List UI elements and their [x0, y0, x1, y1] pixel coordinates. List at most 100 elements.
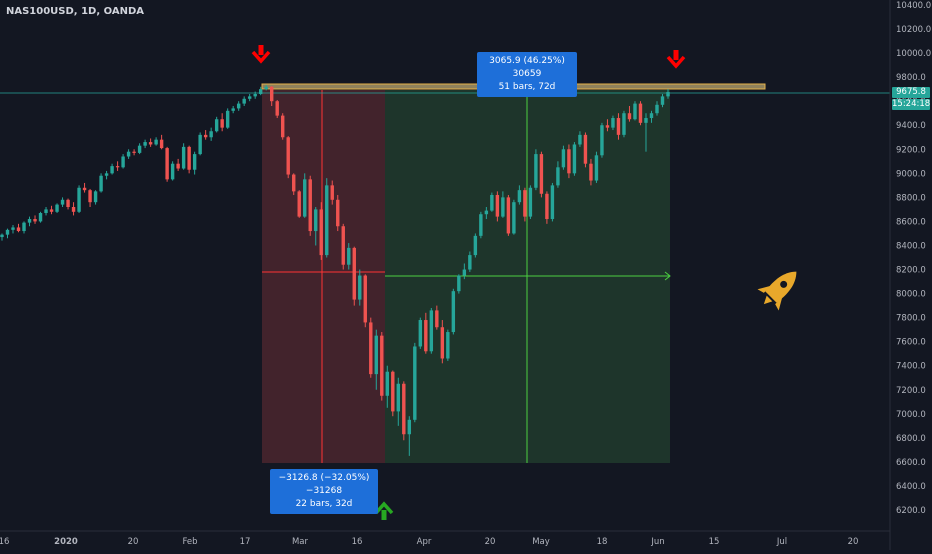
candle[interactable]: [347, 243, 351, 270]
candle[interactable]: [611, 115, 615, 131]
candle[interactable]: [457, 274, 461, 294]
candle[interactable]: [258, 86, 263, 96]
candle[interactable]: [660, 93, 665, 108]
candle[interactable]: [214, 116, 219, 133]
candle[interactable]: [44, 207, 48, 216]
candle[interactable]: [418, 317, 423, 349]
candle[interactable]: [649, 110, 654, 123]
candle[interactable]: [5, 228, 10, 239]
candle[interactable]: [247, 93, 252, 102]
candle[interactable]: [319, 202, 323, 260]
candle[interactable]: [446, 329, 450, 361]
candle[interactable]: [159, 134, 164, 150]
candle[interactable]: [407, 416, 412, 456]
candle[interactable]: [88, 188, 92, 207]
candle[interactable]: [281, 113, 285, 140]
candle[interactable]: [187, 145, 191, 174]
candle[interactable]: [220, 113, 224, 132]
candle[interactable]: [616, 113, 621, 140]
candle[interactable]: [528, 185, 533, 220]
candle[interactable]: [341, 223, 345, 270]
candle[interactable]: [170, 161, 175, 181]
candle[interactable]: [165, 146, 169, 182]
candle[interactable]: [369, 317, 373, 378]
candle[interactable]: [473, 233, 478, 258]
candle[interactable]: [479, 211, 483, 239]
candle[interactable]: [391, 370, 395, 417]
candle[interactable]: [638, 101, 643, 126]
candle[interactable]: [253, 91, 257, 99]
candle[interactable]: [413, 342, 417, 423]
candle[interactable]: [655, 101, 659, 116]
candle[interactable]: [605, 119, 610, 132]
candle[interactable]: [303, 173, 307, 218]
candle[interactable]: [380, 332, 384, 401]
candle[interactable]: [402, 381, 406, 441]
candle[interactable]: [633, 101, 637, 121]
candle[interactable]: [385, 365, 389, 408]
candle[interactable]: [451, 288, 456, 335]
candle[interactable]: [583, 132, 588, 168]
candle[interactable]: [484, 207, 489, 220]
last-price-tag[interactable]: 9675.8: [892, 87, 930, 98]
candle[interactable]: [148, 138, 153, 147]
candle[interactable]: [33, 215, 37, 224]
candle[interactable]: [495, 191, 500, 222]
candle[interactable]: [176, 158, 180, 171]
candle[interactable]: [198, 132, 202, 156]
candle[interactable]: [22, 221, 26, 234]
candle[interactable]: [38, 211, 43, 223]
candle[interactable]: [363, 274, 367, 328]
candle[interactable]: [666, 89, 670, 99]
candle[interactable]: [66, 198, 70, 210]
time-axis[interactable]: 16 2020 20 Feb 17 Mar 16 Apr 20 May 18 Jun 15 Jul 20: [0, 537, 858, 547]
candle[interactable]: [0, 233, 4, 241]
candle[interactable]: [578, 131, 582, 147]
candle[interactable]: [126, 149, 131, 159]
candle[interactable]: [440, 320, 445, 364]
candle[interactable]: [308, 175, 312, 236]
candle[interactable]: [93, 190, 98, 205]
candle[interactable]: [567, 144, 571, 179]
candle[interactable]: [572, 142, 577, 176]
candle[interactable]: [517, 185, 522, 205]
candle[interactable]: [154, 137, 158, 146]
candle[interactable]: [11, 225, 15, 234]
candle[interactable]: [539, 151, 544, 198]
price-axis[interactable]: 10400.010200.010000.09800.09600.09400.09…: [896, 1, 931, 516]
candle[interactable]: [627, 106, 632, 122]
candle[interactable]: [336, 194, 340, 232]
candle[interactable]: [523, 187, 527, 222]
candle[interactable]: [429, 308, 434, 354]
candle[interactable]: [600, 122, 604, 158]
candle[interactable]: [269, 86, 274, 106]
candle[interactable]: [242, 96, 246, 106]
candle[interactable]: [622, 110, 626, 138]
candle[interactable]: [286, 136, 290, 179]
candle[interactable]: [99, 173, 103, 193]
candle[interactable]: [374, 329, 378, 390]
candle[interactable]: [556, 161, 560, 188]
candle[interactable]: [358, 269, 362, 306]
candle[interactable]: [534, 149, 538, 191]
candle[interactable]: [82, 182, 87, 193]
candle[interactable]: [110, 163, 114, 175]
candle[interactable]: [192, 151, 197, 175]
candle[interactable]: [143, 139, 147, 149]
candle[interactable]: [594, 151, 599, 183]
candle[interactable]: [115, 161, 120, 171]
candle[interactable]: [137, 143, 142, 155]
candle[interactable]: [330, 180, 334, 205]
candle[interactable]: [512, 199, 516, 235]
candle[interactable]: [506, 194, 511, 236]
candle[interactable]: [225, 108, 230, 129]
candle[interactable]: [236, 101, 241, 111]
candle[interactable]: [462, 263, 467, 280]
candle[interactable]: [60, 197, 65, 207]
candle[interactable]: [589, 158, 593, 186]
candle[interactable]: [77, 185, 81, 214]
candle[interactable]: [292, 173, 296, 195]
candle[interactable]: [132, 149, 136, 156]
candle[interactable]: [561, 145, 566, 170]
